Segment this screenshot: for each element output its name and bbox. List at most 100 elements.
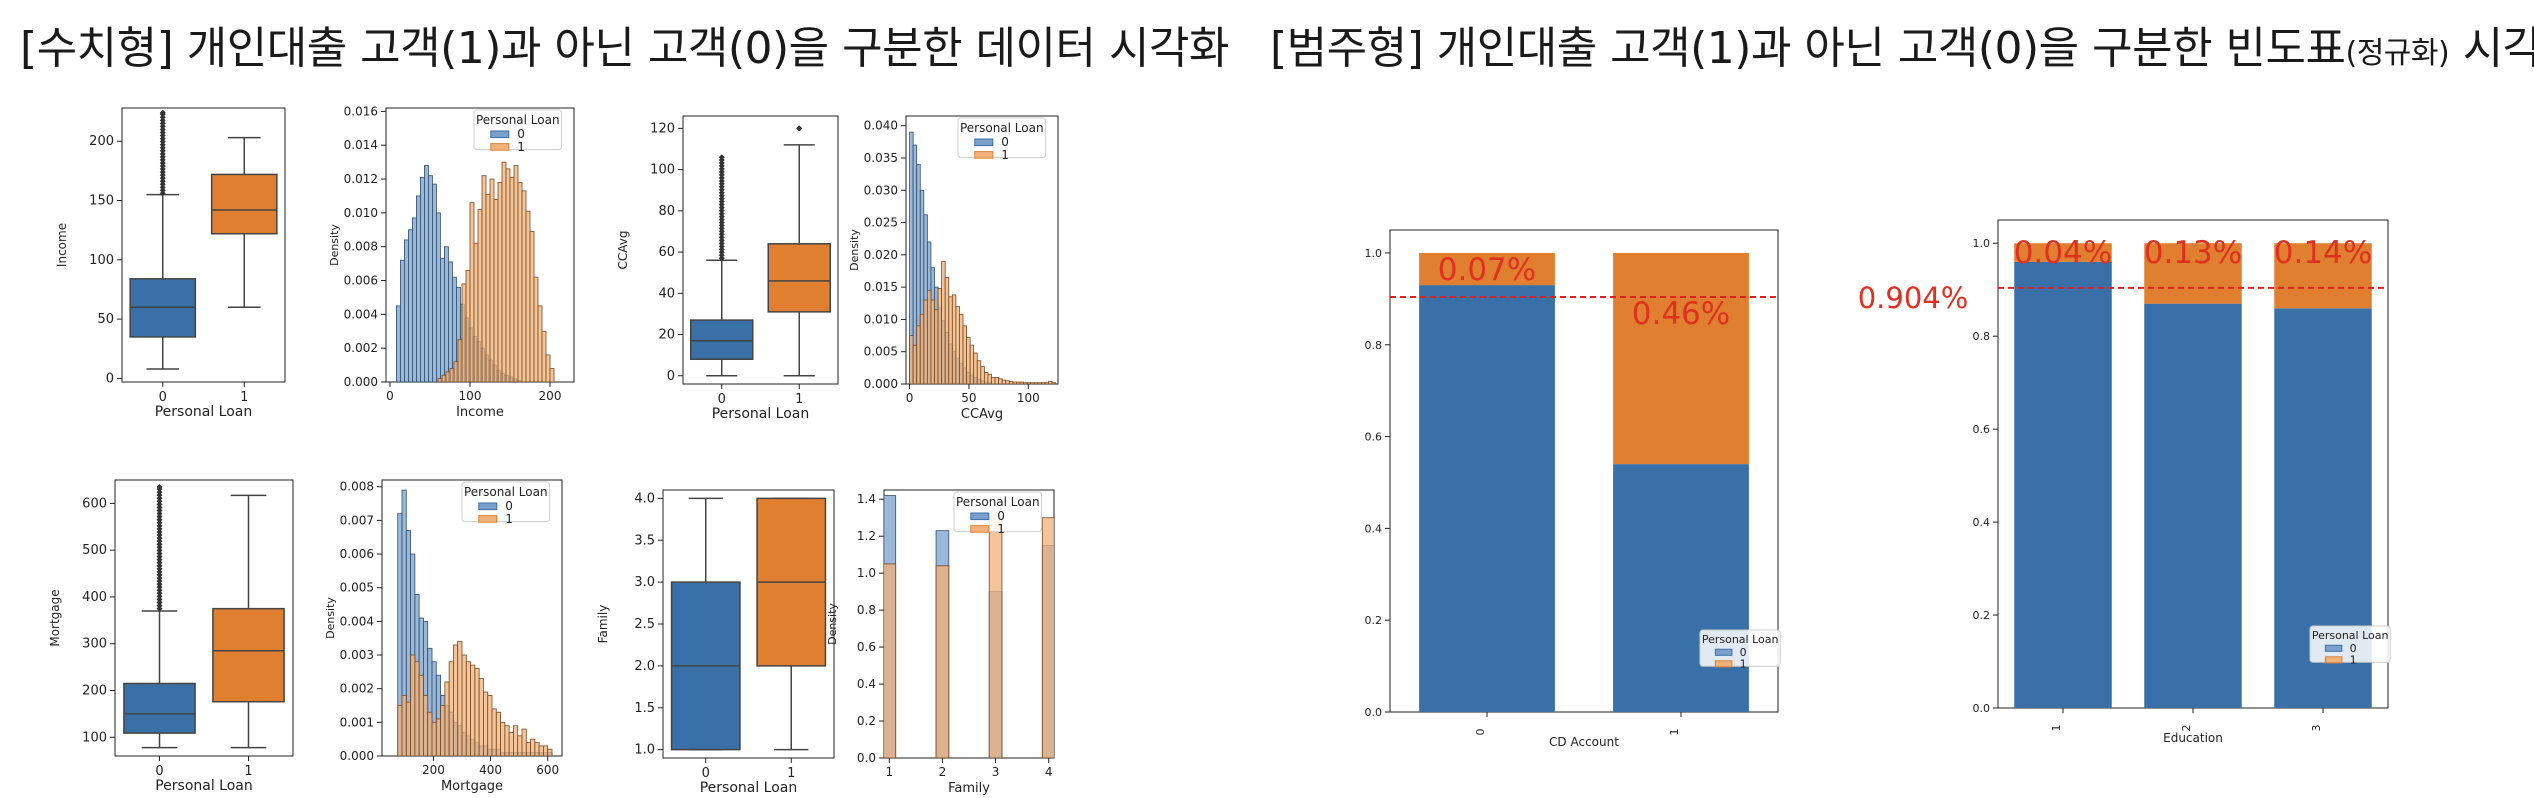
cd-account-ytick-label: 0.2 bbox=[1365, 614, 1383, 627]
mortgage-box-outlier bbox=[156, 489, 163, 496]
ccavg-hist-legend-frame bbox=[957, 117, 1047, 159]
mortgage-box-ytick-label: 200 bbox=[82, 684, 107, 699]
mortgage-hist-ytick-label: 0.008 bbox=[340, 480, 374, 494]
ccavg-hist-xtick-label: 0 bbox=[906, 391, 914, 405]
family-hist-ytick-label: 0.8 bbox=[857, 603, 876, 617]
family-hist-ytick-label: 0.0 bbox=[857, 751, 876, 765]
ccavg-hist-bar-1 bbox=[1048, 381, 1053, 384]
ccavg-hist-bar-1 bbox=[1026, 382, 1032, 384]
income-hist-legend-frame bbox=[473, 109, 563, 151]
cd-account-xtick-label: 0 bbox=[1474, 729, 1487, 736]
education-ytick-label: 0.6 bbox=[1973, 423, 1991, 436]
cd-account-ytick-label: 0.8 bbox=[1365, 339, 1383, 352]
mortgage-hist-ylabel: Density bbox=[324, 597, 337, 639]
ccavg-hist-bar-1 bbox=[1030, 382, 1035, 384]
mortgage-box-ytick-label: 100 bbox=[82, 730, 107, 745]
mortgage-box-iqr-box bbox=[123, 682, 196, 734]
family-hist-ylabel: Density bbox=[826, 603, 839, 645]
ccavg-hist-bar-1 bbox=[1044, 382, 1049, 384]
ccavg-box-xlabel: Personal Loan bbox=[712, 406, 810, 422]
education-xtick-label: 2 bbox=[2180, 725, 2193, 732]
income-box-outlier bbox=[159, 117, 166, 124]
income-hist-bar-0 bbox=[435, 212, 441, 382]
family-hist-legend-swatch-1 bbox=[970, 525, 990, 533]
mortgage-box-outlier bbox=[156, 498, 163, 505]
family-hist-bars bbox=[884, 495, 1054, 758]
mortgage-hist-bar-1 bbox=[534, 742, 540, 756]
mortgage-box-frame bbox=[114, 479, 294, 757]
ccavg-hist-bar-1 bbox=[962, 325, 967, 384]
ccavg-box-ytick-label: 0 bbox=[667, 369, 675, 384]
mortgage-box-outlier bbox=[156, 507, 163, 514]
family-hist-ytick-label: 0.2 bbox=[857, 714, 876, 728]
cd-account-xlabel: CD Account bbox=[1549, 735, 1619, 749]
income-hist-bar-1 bbox=[521, 190, 527, 382]
mortgage-box-outlier bbox=[156, 532, 163, 539]
ccavg-hist-bar-1 bbox=[1016, 381, 1021, 384]
income-hist-bar-0 bbox=[403, 239, 409, 382]
mortgage-box-outlier bbox=[156, 492, 163, 499]
mortgage-hist-bar-1 bbox=[521, 728, 527, 756]
education-bar-1-1 bbox=[2014, 243, 2112, 262]
family-hist-legend-label-1: 1 bbox=[997, 522, 1005, 536]
cd-account-legend-frame bbox=[1699, 629, 1781, 667]
ccavg-hist-ytick-label: 0.015 bbox=[864, 280, 898, 294]
ccavg-box-ytick-label: 100 bbox=[650, 163, 675, 178]
ccavg-box-ytick-label: 40 bbox=[658, 286, 675, 301]
mortgage-hist-bar-1 bbox=[483, 691, 489, 756]
mortgage-hist-bar-1 bbox=[491, 708, 497, 756]
ccavg-box-iqr-box bbox=[767, 243, 831, 313]
ccavg-box-iqr-box bbox=[690, 319, 754, 361]
mortgage-hist-bar-1 bbox=[444, 681, 450, 756]
income-hist-bar-1 bbox=[497, 182, 503, 382]
income-hist-bar-0 bbox=[447, 261, 453, 382]
ccavg-hist-bar-1 bbox=[959, 313, 964, 384]
ccavg-hist-xtick-label: 50 bbox=[961, 391, 976, 405]
mortgage-hist-bar-1 bbox=[457, 641, 463, 756]
ccavg-hist-bar-1 bbox=[976, 360, 982, 384]
mortgage-box-ytick-label: 300 bbox=[82, 637, 107, 652]
family-hist-ytick-label: 0.4 bbox=[857, 677, 876, 691]
ccavg-hist-bar-1 bbox=[987, 373, 992, 384]
education-legend-frame bbox=[2309, 625, 2391, 663]
income-box-outlier bbox=[159, 163, 166, 170]
income-hist-ytick-label: 0.004 bbox=[344, 307, 378, 321]
ccavg-box-outlier bbox=[796, 125, 803, 132]
income-box-outlier bbox=[159, 172, 166, 179]
income-box-outlier bbox=[159, 135, 166, 142]
ccavg-hist-ytick-label: 0.040 bbox=[864, 119, 898, 133]
mortgage-box-outlier bbox=[156, 574, 163, 581]
income-box-iqr-box bbox=[210, 173, 278, 235]
ccavg-hist-bar-1 bbox=[941, 260, 946, 384]
income-hist-bar-0 bbox=[419, 176, 425, 382]
income-hist-bar-1 bbox=[481, 175, 487, 382]
mortgage-hist-bar-1 bbox=[504, 725, 510, 756]
ccavg-box-outlier bbox=[718, 154, 725, 161]
income-box-outlier bbox=[159, 126, 166, 133]
family-box-box-0 bbox=[670, 497, 741, 751]
ccavg-hist-bar-1 bbox=[944, 277, 950, 384]
cd-account-annotation-1: 0.46% bbox=[1632, 296, 1730, 332]
mortgage-hist-ytick-label: 0.004 bbox=[340, 614, 374, 628]
family-hist-legend-label-0: 0 bbox=[997, 509, 1005, 523]
income-hist-ylabel: Density bbox=[328, 224, 341, 266]
income-hist-bar-1 bbox=[477, 209, 483, 382]
income-box-outlier bbox=[159, 129, 166, 136]
income-box-ylabel: Income bbox=[55, 223, 69, 267]
mortgage-box-ylabel: Mortgage bbox=[48, 589, 62, 646]
mortgage-box-xtick-label: 0 bbox=[155, 764, 163, 779]
family-hist-ytick-label: 0.6 bbox=[857, 640, 876, 654]
mortgage-hist-bar-1 bbox=[401, 695, 407, 756]
mortgage-hist-bar-1 bbox=[435, 718, 441, 756]
ccavg-hist-legend-title: Personal Loan bbox=[960, 121, 1044, 135]
mortgage-hist-bar-1 bbox=[397, 705, 403, 756]
family-box-ytick-label: 1.0 bbox=[634, 743, 655, 758]
income-hist-bar-1 bbox=[457, 339, 463, 382]
ccavg-hist-legend-label-0: 0 bbox=[1001, 135, 1009, 149]
education-bar-0-2 bbox=[2144, 303, 2242, 708]
family-box-xlabel: Personal Loan bbox=[700, 780, 798, 796]
income-box-outlier bbox=[159, 181, 166, 188]
mortgage-hist-bar-1 bbox=[495, 711, 501, 756]
mortgage-box-iqr-box bbox=[212, 607, 285, 703]
